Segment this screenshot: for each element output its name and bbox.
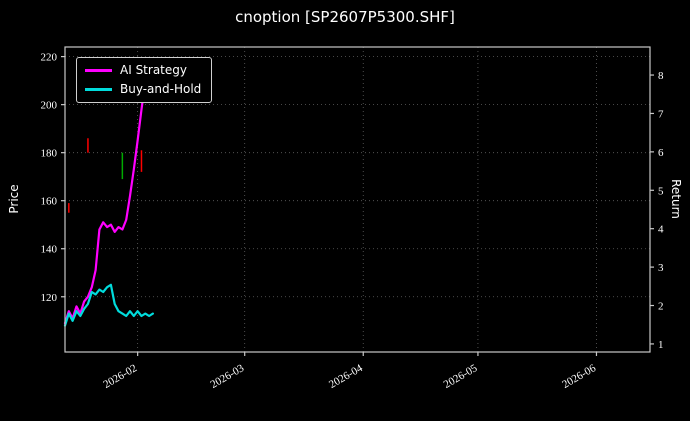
y-tick-label-return: 8	[658, 70, 664, 82]
y-tick-label-return: 4	[658, 224, 664, 236]
y-tick-label-return: 2	[658, 301, 664, 313]
y-tick-label-price: 120	[41, 292, 58, 304]
y-tick-label-return: 5	[658, 185, 664, 197]
y-axis-label-price: Price	[7, 184, 21, 214]
y-tick-label-return: 3	[658, 262, 664, 274]
y-tick-label-price: 220	[41, 52, 58, 64]
legend-item-buy-and-hold: Buy-and-Hold	[85, 83, 201, 96]
x-tick-label: 2026-03	[208, 362, 246, 391]
y-tick-label-price: 140	[41, 244, 58, 256]
legend-line-icon-ai-strategy	[85, 69, 112, 72]
chart-title: cnoption [SP2607P5300.SHF]	[235, 8, 455, 26]
y-tick-label-price: 200	[41, 100, 58, 112]
y-tick-label-price: 180	[41, 148, 58, 160]
legend-label: Buy-and-Hold	[120, 82, 202, 96]
series-line-buy-and-hold	[63, 283, 154, 327]
legend-label: AI Strategy	[120, 63, 187, 77]
x-tick-label: 2026-06	[560, 362, 598, 391]
x-tick-label: 2026-05	[442, 362, 480, 391]
y-tick-label-return: 6	[658, 147, 664, 159]
y-tick-label-price: 160	[41, 196, 58, 208]
series-line-ai-strategy	[63, 67, 154, 325]
y-axis-label-return: Return	[669, 179, 683, 219]
y-tick-label-return: 1	[658, 339, 664, 351]
legend-item-ai-strategy: AI Strategy	[85, 64, 201, 77]
y-tick-label-return: 7	[658, 108, 664, 120]
legend-line-icon-buy-and-hold	[85, 88, 112, 91]
legend: AI Strategy Buy-and-Hold	[76, 57, 213, 103]
plot-border	[64, 46, 651, 353]
x-tick-label: 2026-04	[327, 362, 365, 391]
x-tick-label: 2026-02	[101, 362, 139, 391]
